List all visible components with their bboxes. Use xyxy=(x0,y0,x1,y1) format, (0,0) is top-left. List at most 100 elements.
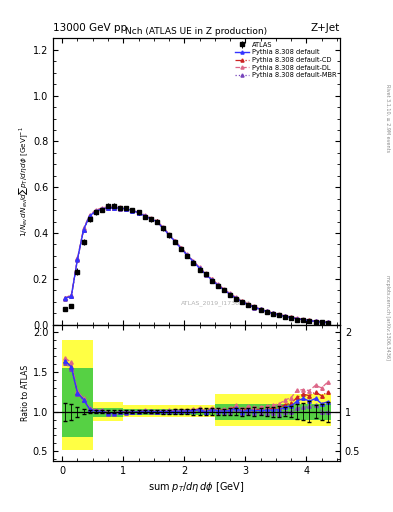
Pythia 8.308 default-CD xyxy=(228,291,232,297)
Pythia 8.308 default-CD xyxy=(63,295,68,301)
Pythia 8.308 default xyxy=(289,314,294,321)
Pythia 8.308 default-CD xyxy=(295,315,299,322)
Pythia 8.308 default-MBR xyxy=(270,311,275,317)
Pythia 8.308 default xyxy=(142,213,147,219)
Pythia 8.308 default-CD xyxy=(81,226,86,232)
Pythia 8.308 default xyxy=(313,318,318,325)
Pythia 8.308 default xyxy=(94,208,98,215)
Pythia 8.308 default-MBR xyxy=(283,314,287,320)
Pythia 8.308 default-CD xyxy=(136,209,141,216)
Pythia 8.308 default-CD xyxy=(313,318,318,324)
Pythia 8.308 default-MBR xyxy=(130,208,135,214)
Pythia 8.308 default-CD xyxy=(258,306,263,312)
Pythia 8.308 default-MBR xyxy=(106,205,110,211)
Pythia 8.308 default-CD xyxy=(203,271,208,277)
Pythia 8.308 default-MBR xyxy=(228,292,232,298)
Legend: ATLAS, Pythia 8.308 default, Pythia 8.308 default-CD, Pythia 8.308 default-DL, P: ATLAS, Pythia 8.308 default, Pythia 8.30… xyxy=(233,40,338,80)
Pythia 8.308 default-CD xyxy=(197,265,202,271)
Pythia 8.308 default-MBR xyxy=(149,216,153,222)
Y-axis label: Ratio to ATLAS: Ratio to ATLAS xyxy=(21,365,30,421)
Pythia 8.308 default xyxy=(118,205,123,211)
Pythia 8.308 default-CD xyxy=(264,308,269,314)
Pythia 8.308 default-CD xyxy=(154,218,159,224)
Pythia 8.308 default-DL xyxy=(167,231,171,237)
Pythia 8.308 default-DL xyxy=(240,297,244,304)
Pythia 8.308 default xyxy=(319,319,324,325)
Pythia 8.308 default-DL xyxy=(136,209,141,215)
Pythia 8.308 default-CD xyxy=(289,314,294,321)
X-axis label: sum $p_T/d\eta\,d\phi$ [GeV]: sum $p_T/d\eta\,d\phi$ [GeV] xyxy=(148,480,245,494)
Pythia 8.308 default-MBR xyxy=(87,214,92,220)
Pythia 8.308 default-MBR xyxy=(185,252,190,259)
Pythia 8.308 default-CD xyxy=(277,312,281,318)
Pythia 8.308 default xyxy=(252,304,257,310)
Pythia 8.308 default-MBR xyxy=(325,319,330,326)
Pythia 8.308 default-DL xyxy=(264,308,269,314)
Pythia 8.308 default-CD xyxy=(246,301,251,307)
Pythia 8.308 default-DL xyxy=(142,212,147,218)
Pythia 8.308 default-DL xyxy=(173,238,178,244)
Pythia 8.308 default-MBR xyxy=(319,319,324,325)
Pythia 8.308 default-CD xyxy=(234,295,239,301)
Pythia 8.308 default-MBR xyxy=(215,283,220,289)
Pythia 8.308 default xyxy=(173,239,178,245)
Line: Pythia 8.308 default-CD: Pythia 8.308 default-CD xyxy=(64,206,329,324)
Pythia 8.308 default xyxy=(258,306,263,312)
Pythia 8.308 default-MBR xyxy=(222,287,226,293)
Pythia 8.308 default xyxy=(240,298,244,305)
Pythia 8.308 default-DL xyxy=(301,316,306,323)
Pythia 8.308 default-CD xyxy=(112,204,116,210)
Pythia 8.308 default-MBR xyxy=(99,206,104,212)
Pythia 8.308 default-MBR xyxy=(179,246,184,252)
Pythia 8.308 default-MBR xyxy=(258,307,263,313)
Pythia 8.308 default-DL xyxy=(234,294,239,301)
Pythia 8.308 default-CD xyxy=(319,319,324,325)
Pythia 8.308 default-MBR xyxy=(313,318,318,325)
Pythia 8.308 default-DL xyxy=(228,290,232,296)
Pythia 8.308 default-MBR xyxy=(289,315,294,321)
Pythia 8.308 default-CD xyxy=(185,252,190,258)
Line: Pythia 8.308 default: Pythia 8.308 default xyxy=(64,206,329,324)
Pythia 8.308 default-CD xyxy=(99,206,104,212)
Pythia 8.308 default xyxy=(295,316,299,322)
Pythia 8.308 default-DL xyxy=(87,211,92,218)
Pythia 8.308 default-DL xyxy=(283,312,287,318)
Pythia 8.308 default-DL xyxy=(118,204,123,210)
Pythia 8.308 default-MBR xyxy=(264,309,269,315)
Pythia 8.308 default-DL xyxy=(319,318,324,325)
Pythia 8.308 default xyxy=(130,207,135,214)
Pythia 8.308 default-MBR xyxy=(209,278,214,284)
Pythia 8.308 default-DL xyxy=(215,281,220,287)
Pythia 8.308 default-MBR xyxy=(69,293,74,300)
Pythia 8.308 default-MBR xyxy=(173,239,178,245)
Pythia 8.308 default-MBR xyxy=(203,271,208,278)
Pythia 8.308 default-DL xyxy=(203,270,208,276)
Pythia 8.308 default xyxy=(87,213,92,219)
Pythia 8.308 default-CD xyxy=(75,256,80,262)
Pythia 8.308 default xyxy=(209,277,214,283)
Pythia 8.308 default xyxy=(69,293,74,299)
Pythia 8.308 default xyxy=(185,252,190,258)
Pythia 8.308 default-MBR xyxy=(167,232,171,239)
Pythia 8.308 default-DL xyxy=(69,292,74,298)
Pythia 8.308 default xyxy=(106,205,110,211)
Pythia 8.308 default-CD xyxy=(94,208,98,214)
Pythia 8.308 default xyxy=(161,225,165,231)
Pythia 8.308 default-CD xyxy=(124,206,129,212)
Line: Pythia 8.308 default-DL: Pythia 8.308 default-DL xyxy=(64,205,329,324)
Pythia 8.308 default-MBR xyxy=(252,305,257,311)
Pythia 8.308 default-CD xyxy=(307,317,312,324)
Pythia 8.308 default xyxy=(277,312,281,318)
Pythia 8.308 default-CD xyxy=(325,319,330,325)
Pythia 8.308 default xyxy=(99,206,104,212)
Pythia 8.308 default-MBR xyxy=(234,295,239,302)
Pythia 8.308 default-MBR xyxy=(136,210,141,217)
Pythia 8.308 default-DL xyxy=(112,204,116,210)
Pythia 8.308 default-CD xyxy=(191,259,196,265)
Pythia 8.308 default-CD xyxy=(149,216,153,222)
Pythia 8.308 default-DL xyxy=(270,310,275,316)
Text: ATLAS_2019_I1736531: ATLAS_2019_I1736531 xyxy=(181,301,252,306)
Pythia 8.308 default xyxy=(191,259,196,265)
Pythia 8.308 default xyxy=(222,287,226,293)
Pythia 8.308 default-CD xyxy=(69,293,74,299)
